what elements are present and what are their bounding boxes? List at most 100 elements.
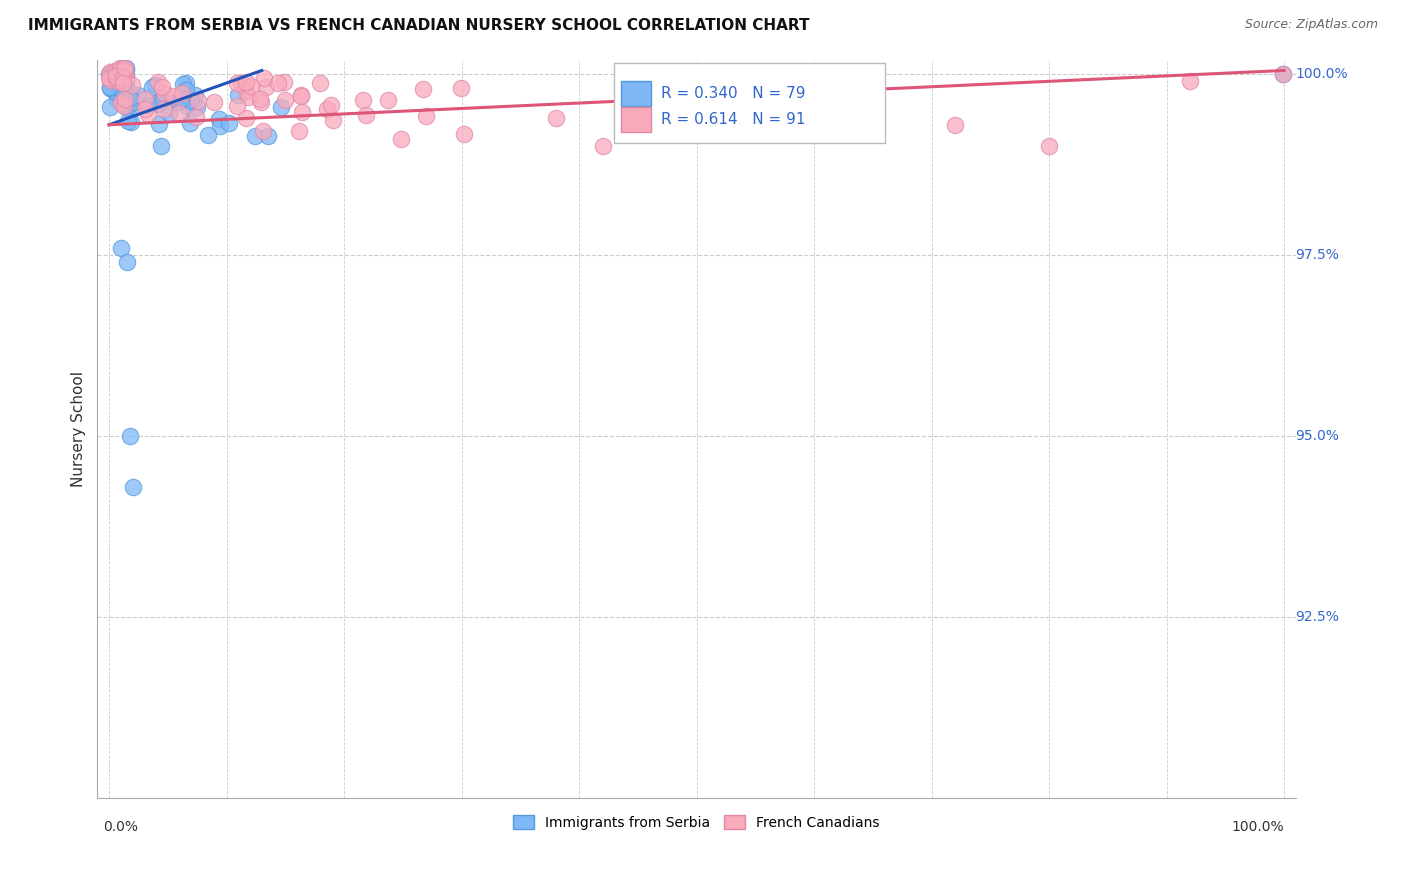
Point: [389, 132, 412, 146]
Text: R = 0.340   N = 79: R = 0.340 N = 79: [661, 87, 806, 101]
Point: [290, 87, 312, 102]
Point: [103, 68, 125, 82]
Point: [453, 127, 475, 141]
Text: Source: ZipAtlas.com: Source: ZipAtlas.com: [1244, 18, 1378, 31]
Point: [170, 92, 193, 106]
Point: [150, 79, 173, 94]
Point: [208, 112, 231, 127]
Point: [112, 63, 135, 78]
Point: [226, 88, 249, 103]
Point: [187, 94, 209, 108]
Point: [117, 94, 139, 108]
Point: [134, 92, 156, 106]
Point: [101, 64, 124, 78]
Text: 92.5%: 92.5%: [1295, 610, 1339, 624]
Point: [114, 61, 136, 75]
Point: [112, 84, 135, 98]
Point: [1271, 67, 1294, 81]
Point: [117, 98, 139, 112]
Point: [309, 77, 332, 91]
Point: [257, 129, 280, 144]
Point: [108, 67, 131, 81]
Point: [202, 95, 225, 110]
Point: [111, 67, 134, 81]
Point: [225, 98, 247, 112]
Point: [108, 62, 131, 77]
Point: [98, 80, 121, 95]
Point: [114, 63, 136, 78]
Point: [105, 65, 128, 79]
Point: [249, 92, 271, 106]
Point: [114, 64, 136, 78]
Point: [186, 100, 208, 114]
Point: [377, 93, 399, 107]
Point: [146, 75, 169, 89]
Point: [180, 93, 202, 107]
FancyBboxPatch shape: [621, 107, 651, 132]
Point: [100, 70, 122, 85]
Text: 100.0%: 100.0%: [1232, 820, 1284, 834]
Point: [110, 63, 132, 78]
Point: [254, 79, 277, 94]
Text: 95.0%: 95.0%: [1295, 429, 1339, 443]
Point: [114, 72, 136, 87]
Point: [744, 111, 766, 125]
Point: [150, 93, 173, 107]
Point: [108, 62, 131, 76]
Point: [114, 92, 136, 106]
FancyBboxPatch shape: [614, 63, 886, 143]
Point: [1178, 74, 1201, 88]
Point: [153, 103, 176, 117]
Point: [118, 91, 141, 105]
Point: [110, 70, 132, 85]
Point: [134, 103, 156, 117]
Point: [120, 114, 142, 128]
Point: [98, 72, 121, 87]
Legend: Immigrants from Serbia, French Canadians: Immigrants from Serbia, French Canadians: [508, 810, 886, 836]
Point: [121, 102, 143, 116]
Point: [184, 110, 207, 124]
Point: [145, 96, 167, 111]
Point: [138, 107, 160, 121]
Point: [290, 88, 312, 103]
Point: [231, 76, 253, 90]
Point: [176, 98, 198, 112]
Point: [104, 67, 127, 81]
Point: [110, 96, 132, 111]
Point: [225, 76, 247, 90]
Point: [287, 124, 309, 138]
Point: [218, 116, 240, 130]
Point: [169, 106, 191, 120]
Point: [112, 72, 135, 87]
Point: [115, 255, 138, 269]
Point: [141, 80, 163, 95]
Point: [412, 82, 434, 96]
Point: [103, 70, 125, 85]
Point: [322, 113, 344, 128]
Point: [450, 80, 472, 95]
Point: [1038, 139, 1060, 153]
Point: [162, 89, 184, 103]
Point: [114, 96, 136, 111]
Point: [103, 69, 125, 83]
Point: [166, 95, 188, 110]
Point: [267, 76, 290, 90]
Point: [157, 106, 180, 120]
Point: [235, 84, 257, 98]
Text: 97.5%: 97.5%: [1295, 248, 1339, 262]
Point: [120, 95, 142, 109]
Point: [273, 93, 295, 107]
Point: [319, 97, 342, 112]
Point: [172, 77, 194, 91]
Point: [150, 138, 173, 153]
Point: [115, 74, 138, 88]
Point: [101, 71, 124, 86]
Point: [115, 74, 138, 88]
Point: [352, 93, 374, 107]
Point: [209, 119, 232, 133]
Point: [184, 87, 207, 102]
Point: [98, 67, 121, 81]
Point: [108, 76, 131, 90]
Point: [107, 74, 129, 88]
Point: [112, 70, 135, 84]
